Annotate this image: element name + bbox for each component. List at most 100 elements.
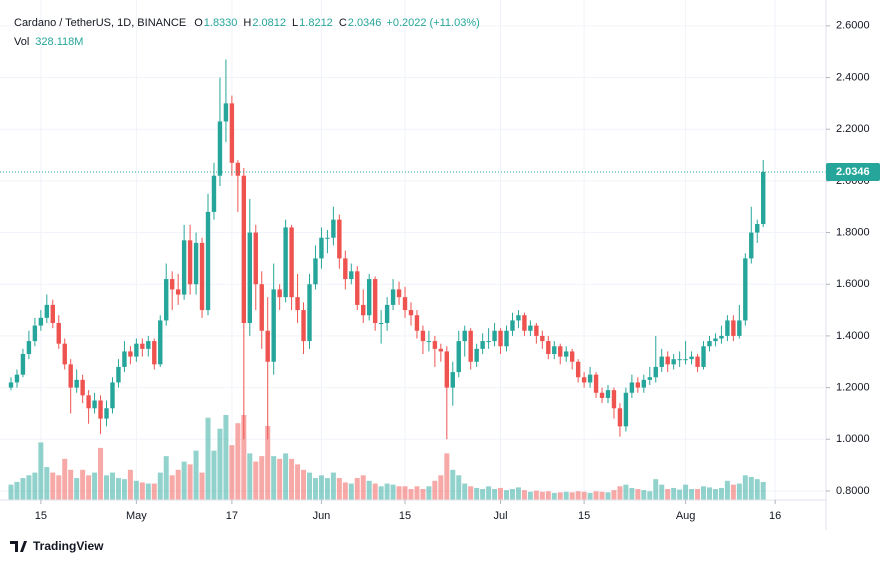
y-tick-label: 2.2000	[836, 123, 870, 135]
volume-bar	[420, 489, 426, 500]
candle-body	[26, 341, 32, 355]
volume-bar	[677, 489, 683, 500]
candle-body	[653, 366, 658, 378]
volume-bar	[635, 489, 641, 500]
volume-bar	[68, 469, 74, 500]
candle-body	[205, 211, 211, 311]
volume-bar	[295, 464, 301, 500]
volume-bar	[432, 480, 438, 500]
candle-body	[707, 341, 712, 347]
ohlc-key: H	[243, 17, 251, 29]
x-tick-label: 15	[399, 510, 411, 522]
volume-bar	[438, 475, 444, 500]
volume-bar	[504, 490, 510, 500]
volume-bar	[241, 415, 247, 500]
candle-body	[319, 237, 324, 259]
candle-body	[444, 351, 450, 388]
volume-bar	[450, 469, 456, 500]
volume-bar	[121, 479, 127, 500]
candle-body	[695, 356, 700, 367]
volume-bar	[378, 486, 384, 500]
volume-bar	[187, 464, 193, 500]
volume-bar	[414, 486, 420, 500]
candle-body	[289, 227, 294, 298]
candle-body	[522, 315, 527, 331]
volume-bar	[80, 469, 86, 500]
candle-body	[456, 341, 461, 373]
y-tick-label: 2.4000	[836, 71, 870, 83]
candle-body	[396, 289, 402, 298]
candle-body	[229, 103, 235, 163]
ohlc-value: 2.0346	[348, 17, 382, 29]
candle-body	[450, 372, 455, 388]
volume-bar	[217, 428, 223, 500]
candle-body	[402, 297, 408, 311]
volume-bar	[32, 472, 38, 500]
candle-body	[152, 341, 157, 365]
volume-bar	[581, 491, 587, 500]
ohlc-key: O	[194, 17, 203, 29]
volume-bar	[712, 489, 718, 500]
volume-bar	[253, 461, 259, 500]
candle-body	[247, 232, 252, 323]
candle-body	[265, 330, 270, 362]
candle-body	[629, 382, 635, 393]
volume-bar	[444, 453, 450, 500]
volume-bar	[653, 479, 659, 500]
candle-body	[755, 224, 760, 233]
candle-body	[181, 240, 187, 295]
last-price-label: 2.0346	[836, 166, 870, 178]
candle-body	[599, 392, 605, 398]
candle-body	[569, 351, 575, 362]
candle-body	[80, 379, 85, 396]
volume-bar	[647, 491, 653, 500]
volume-bar	[181, 461, 187, 500]
volume-bar	[730, 484, 736, 500]
candle-body	[277, 289, 282, 298]
volume-bar	[599, 491, 605, 500]
volume-bar	[348, 483, 354, 500]
volume-bar	[205, 417, 211, 500]
volume-bar	[235, 423, 241, 500]
candle-body	[175, 289, 181, 295]
volume-bar	[665, 489, 671, 500]
volume-bar	[50, 472, 56, 500]
candle-body	[713, 338, 718, 342]
volume-bar	[127, 469, 133, 500]
ohlc-key: C	[339, 17, 347, 29]
volume-bar	[492, 489, 498, 500]
volume-bar	[474, 487, 480, 500]
volume-title: Vol	[14, 36, 29, 48]
brand-logo: TradingView	[10, 539, 104, 553]
volume-bar	[384, 483, 390, 500]
logo-icon	[10, 541, 27, 552]
candle-body	[617, 408, 623, 427]
candle-body	[140, 343, 145, 349]
volume-bar	[133, 480, 139, 500]
volume-bar	[462, 483, 468, 500]
candle-body	[719, 335, 724, 339]
volume-bar	[193, 450, 199, 500]
volume-bar	[736, 483, 742, 500]
candle-body	[378, 322, 384, 324]
volume-bar	[390, 484, 396, 500]
candle-body	[313, 258, 318, 285]
candle-body	[367, 279, 372, 316]
candle-body	[540, 335, 545, 342]
volume-bar	[480, 489, 486, 500]
candle-body	[438, 348, 444, 352]
volume-bar	[760, 482, 766, 500]
volume-bar	[468, 486, 474, 500]
candle-body	[510, 320, 515, 331]
volume-bar	[26, 475, 32, 500]
volume-bar	[408, 489, 414, 500]
candle-body	[564, 351, 569, 357]
volume-bar	[342, 482, 348, 500]
volume-bar	[169, 475, 175, 500]
volume-bar	[318, 475, 324, 500]
volume-bar	[617, 486, 623, 500]
candle-body	[623, 392, 629, 427]
candle-body	[498, 330, 503, 347]
candle-body	[337, 219, 342, 259]
x-tick-label: Aug	[676, 510, 696, 522]
